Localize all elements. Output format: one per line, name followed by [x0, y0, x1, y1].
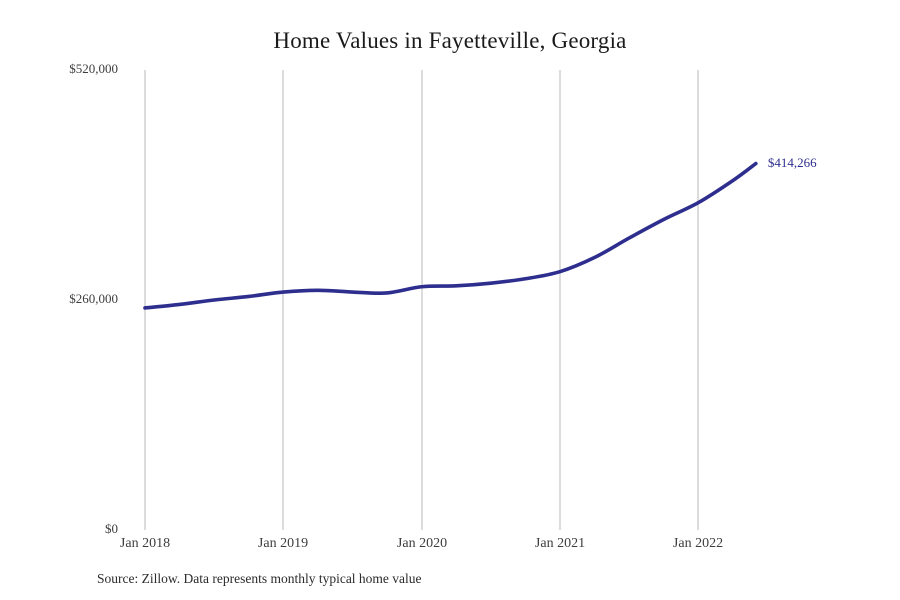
x-tick-label-3: Jan 2021 [534, 536, 586, 551]
series-line-typical-home-value [143, 161, 758, 310]
x-tick-label-4: Jan 2022 [672, 536, 724, 551]
x-tick-label-1: Jan 2019 [257, 536, 309, 551]
x-tick-label-2: Jan 2020 [396, 536, 448, 551]
chart-title: Home Values in Fayetteville, Georgia [273, 28, 627, 53]
end-value-annotation: $414,266 [767, 154, 817, 170]
x-tick-label-0: Jan 2018 [119, 536, 171, 551]
source-note: Source: Zillow. Data represents monthly … [97, 571, 422, 586]
y-tick-label-0: $520,000 [69, 61, 118, 76]
y-tick-label-2: $0 [105, 521, 118, 536]
gridlines-group [144, 70, 699, 530]
y-tick-label-1: $260,000 [69, 291, 118, 306]
